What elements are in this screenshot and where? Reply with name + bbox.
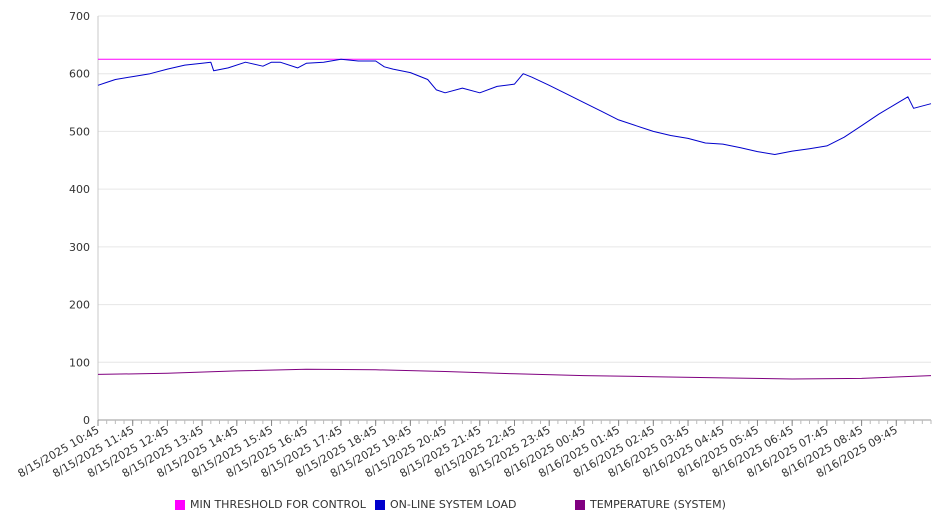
series-line-system-load xyxy=(97,58,932,155)
legend-label-temperature: TEMPERATURE (SYSTEM) xyxy=(590,498,726,511)
y-tick-label-100: 100 xyxy=(69,356,90,369)
legend-swatch-temperature xyxy=(575,499,585,510)
legend-label-threshold: MIN THRESHOLD FOR CONTROL xyxy=(190,498,366,511)
legend-swatch-system-load xyxy=(375,499,385,510)
legend-item-threshold[interactable]: MIN THRESHOLD FOR CONTROL xyxy=(175,498,366,511)
legend-item-temperature[interactable]: TEMPERATURE (SYSTEM) xyxy=(575,498,726,511)
y-tick-label-400: 400 xyxy=(69,183,90,196)
x-tick-labels: 8/15/2025 10:458/15/2025 11:458/15/2025 … xyxy=(16,423,900,480)
y-tick-label-300: 300 xyxy=(69,241,90,254)
y-tick-label-0: 0 xyxy=(83,414,90,427)
gridlines xyxy=(98,15,931,363)
y-tick-label-700: 700 xyxy=(69,10,90,23)
legend: MIN THRESHOLD FOR CONTROL ON-LINE SYSTEM… xyxy=(0,498,946,514)
y-tick-label-500: 500 xyxy=(69,125,90,138)
series-lines xyxy=(97,58,932,380)
y-tick-labels: 0 100 200 300 400 500 600 700 xyxy=(69,10,90,427)
axes xyxy=(97,16,932,426)
legend-item-system-load[interactable]: ON-LINE SYSTEM LOAD xyxy=(375,498,516,511)
series-line-temperature xyxy=(97,368,932,380)
y-tick-label-600: 600 xyxy=(69,68,90,81)
legend-swatch-threshold xyxy=(175,499,185,510)
y-tick-label-200: 200 xyxy=(69,299,90,312)
legend-label-system-load: ON-LINE SYSTEM LOAD xyxy=(390,498,517,511)
